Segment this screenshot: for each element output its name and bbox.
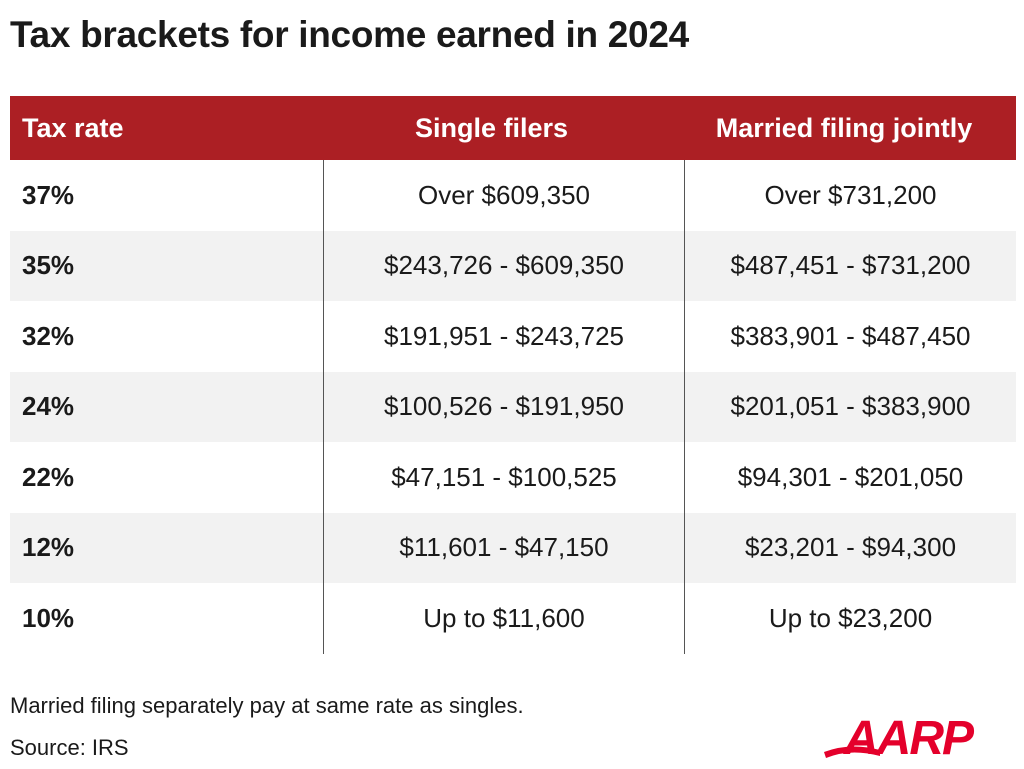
table-row: 22% $47,151 - $100,525 $94,301 - $201,05… — [10, 442, 1016, 513]
header-tax-rate: Tax rate — [22, 112, 124, 143]
table-row: 12% $11,601 - $47,150 $23,201 - $94,300 — [10, 512, 1016, 583]
tax-bracket-table: Tax rate Single filers Married filing jo… — [10, 96, 1016, 654]
table-row: 32% $191,951 - $243,725 $383,901 - $487,… — [10, 301, 1016, 372]
single-filers-cell: $191,951 - $243,725 — [323, 301, 684, 372]
married-jointly-cell: $201,051 - $383,900 — [684, 371, 1016, 442]
table-row: 10% Up to $11,600 Up to $23,200 — [10, 583, 1016, 654]
single-filers-cell: $100,526 - $191,950 — [323, 371, 684, 442]
page-title: Tax brackets for income earned in 2024 — [10, 14, 689, 55]
tax-rate-cell: 32% — [22, 320, 75, 351]
source-note: Source: IRS — [10, 735, 129, 760]
tax-rate-cell: 24% — [22, 391, 75, 422]
footnote: Married filing separately pay at same ra… — [10, 693, 524, 718]
married-jointly-cell: $487,451 - $731,200 — [684, 230, 1016, 301]
single-filers-cell: $243,726 - $609,350 — [323, 230, 684, 301]
table-row: 24% $100,526 - $191,950 $201,051 - $383,… — [10, 371, 1016, 442]
tax-rate-cell: 10% — [22, 602, 75, 633]
table-row: 37% Over $609,350 Over $731,200 — [10, 160, 1016, 231]
married-jointly-cell: $383,901 - $487,450 — [684, 301, 1016, 372]
header-married-jointly: Married filing jointly — [715, 112, 973, 143]
header-single-filers: Single filers — [414, 112, 569, 143]
aarp-logo-text: AARP — [843, 712, 975, 764]
table-row: 35% $243,726 - $609,350 $487,451 - $731,… — [10, 230, 1016, 301]
single-filers-cell: Over $609,350 — [323, 160, 684, 231]
tax-rate-cell: 37% — [22, 179, 75, 210]
married-jointly-cell: $94,301 - $201,050 — [684, 442, 1016, 513]
married-jointly-cell: $23,201 - $94,300 — [684, 512, 1016, 583]
single-filers-cell: $47,151 - $100,525 — [323, 442, 684, 513]
married-jointly-cell: Up to $23,200 — [684, 583, 1016, 654]
married-jointly-cell: Over $731,200 — [684, 160, 1016, 231]
tax-rate-cell: 12% — [22, 532, 75, 563]
tax-rate-cell: 35% — [22, 250, 75, 281]
single-filers-cell: Up to $11,600 — [323, 583, 684, 654]
single-filers-cell: $11,601 - $47,150 — [323, 512, 684, 583]
tax-rate-cell: 22% — [22, 461, 75, 492]
aarp-logo: AARP — [824, 712, 977, 764]
table-header-row: Tax rate Single filers Married filing jo… — [10, 96, 1016, 160]
